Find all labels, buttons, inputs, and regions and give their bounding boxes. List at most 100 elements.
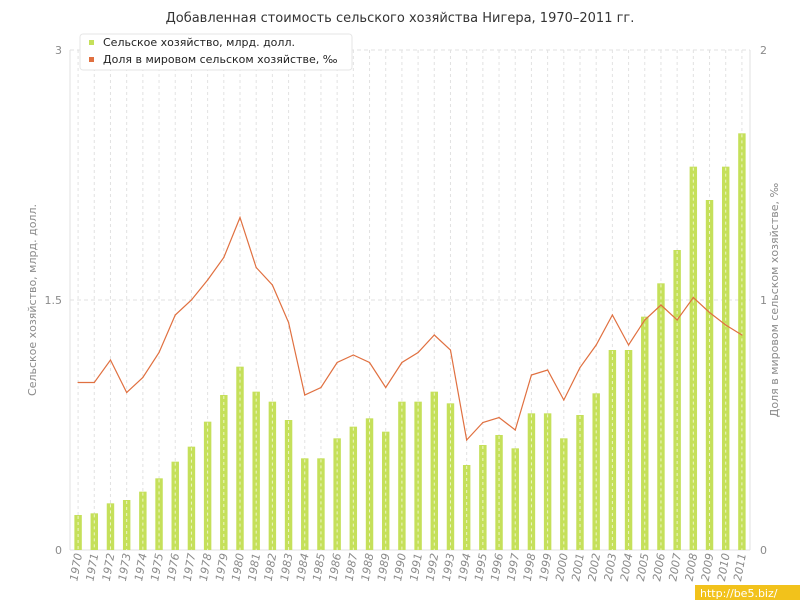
legend-label-bars: Сельское хозяйство, млрд. долл.	[103, 36, 295, 49]
bar	[721, 166, 730, 550]
line-point	[595, 344, 597, 346]
line-point	[530, 374, 533, 376]
line-point	[304, 394, 306, 396]
x-tick-label: 1973	[116, 552, 134, 582]
x-tick-label: 1974	[132, 552, 150, 582]
bar-series	[74, 133, 746, 551]
x-tick-label: 1991	[407, 552, 425, 582]
line-point	[158, 351, 160, 354]
bar	[592, 393, 600, 550]
x-tick-label: 1988	[359, 552, 377, 582]
left-tick-label: 1.5	[45, 294, 63, 307]
line-point	[514, 429, 516, 431]
line-point	[466, 439, 468, 441]
line-point	[352, 354, 354, 356]
line-point	[320, 386, 322, 389]
line-point	[498, 416, 500, 419]
line-point	[627, 344, 630, 346]
bar	[462, 465, 471, 550]
line-point	[692, 296, 694, 299]
x-tick-label: 1994	[456, 552, 474, 582]
line-point	[579, 366, 581, 369]
line-path	[78, 215, 743, 442]
line-point	[174, 314, 176, 316]
x-tick-label: 1986	[326, 552, 344, 582]
line-point	[271, 284, 273, 286]
bar	[203, 421, 212, 550]
x-tick-label: 1993	[440, 552, 458, 582]
line-point	[287, 321, 290, 324]
watermark: http://be5.biz/	[695, 585, 800, 600]
line-point	[385, 386, 387, 389]
x-tick-label: 1972	[100, 552, 118, 582]
x-tick-label: 1978	[197, 552, 215, 582]
line-point	[725, 324, 727, 326]
line-series	[77, 215, 743, 442]
line-point	[255, 266, 257, 269]
line-point	[611, 314, 613, 316]
line-point	[563, 399, 565, 401]
x-tick-label: 1970	[67, 552, 85, 582]
x-tick-label: 2003	[602, 552, 620, 582]
x-tick-label: 2004	[618, 552, 636, 582]
bar	[74, 515, 82, 550]
x-tick-label: 1998	[521, 552, 539, 582]
bar	[90, 513, 99, 550]
legend: Сельское хозяйство, млрд. долл. Доля в м…	[79, 33, 353, 71]
left-axis: 01.53	[45, 44, 63, 557]
x-tick-label: 1980	[229, 552, 247, 582]
line-point	[93, 381, 95, 384]
line-point	[109, 359, 112, 361]
line-point	[190, 299, 193, 301]
x-tick-label: 1996	[488, 552, 506, 582]
watermark-background	[695, 585, 800, 600]
line-point	[77, 381, 79, 384]
x-tick-label: 2007	[666, 552, 684, 582]
left-tick-label: 0	[55, 544, 62, 557]
x-tick-label: 1999	[537, 552, 555, 582]
chart-title: Добавленная стоимость сельского хозяйств…	[166, 11, 635, 26]
line-point	[547, 369, 549, 371]
line-point	[223, 256, 225, 259]
line-point	[126, 391, 128, 394]
x-tick-label: 1997	[505, 552, 523, 582]
left-tick-label: 3	[55, 44, 62, 57]
line-point	[660, 304, 662, 306]
bar	[365, 418, 374, 550]
bar	[479, 445, 487, 550]
legend-swatch-line	[89, 57, 94, 62]
right-tick-label: 0	[760, 544, 767, 557]
line-point	[368, 361, 371, 364]
legend-box	[79, 33, 353, 71]
x-tick-label: 1971	[84, 552, 102, 582]
x-tick-label: 2010	[715, 552, 733, 582]
x-tick-label: 2011	[731, 552, 749, 582]
line-point	[207, 279, 209, 281]
x-tick-label: 1989	[375, 552, 393, 582]
watermark-text: http://be5.biz/	[700, 587, 778, 600]
line-point	[741, 334, 743, 336]
line-point	[676, 319, 678, 321]
x-tick-label: 1995	[472, 552, 490, 582]
x-tick-label: 1985	[310, 552, 328, 582]
x-tick-label: 1983	[278, 552, 296, 582]
x-tick-label: 1979	[213, 552, 231, 582]
x-axis: 1970197119721973197419751976197719781979…	[67, 552, 748, 582]
legend-label-line: Доля в мировом сельском хозяйстве, ‰	[103, 53, 338, 66]
line-point	[449, 349, 452, 351]
line-point	[644, 319, 646, 321]
bar	[284, 420, 293, 550]
x-tick-label: 1992	[424, 552, 442, 582]
bar	[673, 250, 681, 550]
legend-swatch-bars	[89, 40, 94, 45]
x-tick-label: 1982	[262, 552, 280, 582]
x-tick-label: 2000	[553, 552, 571, 582]
x-tick-label: 1977	[181, 552, 199, 582]
bar	[220, 395, 228, 550]
bar	[139, 491, 147, 550]
bar	[689, 166, 698, 550]
bar	[155, 478, 163, 550]
bar	[106, 503, 115, 550]
line-point	[239, 216, 241, 219]
